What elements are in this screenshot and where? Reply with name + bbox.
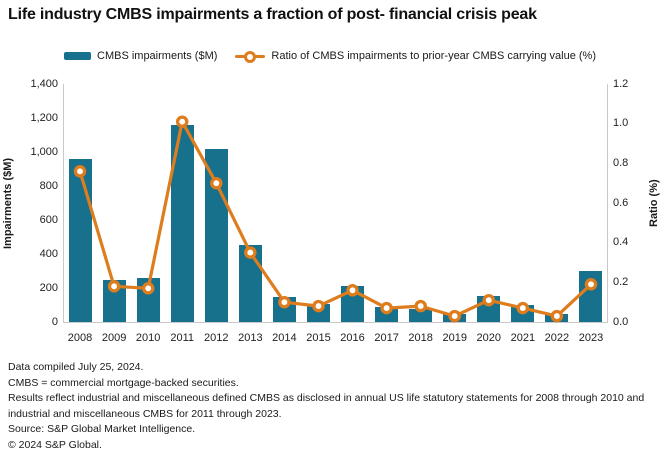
x-axis-tick-label: 2018 — [408, 332, 433, 344]
line-marker-2015 — [312, 299, 325, 313]
left-axis-tick-label: 1,200 — [30, 111, 58, 124]
line-marker-2013 — [244, 246, 257, 259]
x-axis-tick-label: 2021 — [510, 332, 536, 344]
x-axis-tick-label: 2019 — [442, 332, 467, 344]
legend-label-impairments: CMBS impairments ($M) — [97, 50, 218, 62]
line-marker-2008 — [73, 165, 87, 178]
left-axis-tick-label: 1,000 — [30, 145, 58, 158]
footnote-cmbs-definition: CMBS = commercial mortgage-backed securi… — [8, 376, 239, 389]
right-axis-tick-label: 1.2 — [613, 77, 629, 90]
legend-item-ratio: Ratio of CMBS impairments to prior-year … — [235, 50, 596, 63]
x-axis-tick-label: 2016 — [340, 332, 365, 344]
bar-2016 — [341, 286, 365, 322]
bar-2008 — [68, 158, 92, 322]
right-axis-tick-label: 0.4 — [613, 236, 629, 249]
line-marker-2009 — [107, 280, 121, 293]
x-axis-tick-label: 2010 — [135, 332, 161, 344]
chart-title: Life industry CMBS impairments a fractio… — [8, 6, 537, 23]
x-axis-tick-label: 2023 — [578, 332, 604, 344]
line-marker-2021 — [516, 301, 530, 315]
bar-2009 — [102, 280, 126, 322]
x-axis-tick-label: 2008 — [67, 332, 93, 344]
line-marker-2019 — [448, 309, 461, 323]
left-axis-line — [63, 84, 64, 322]
x-axis-tick-label: 2017 — [374, 332, 399, 344]
line-marker-2016 — [346, 284, 359, 297]
right-axis-line — [607, 84, 608, 322]
footnote-copyright: © 2024 S&P Global. — [8, 438, 102, 451]
right-axis-tick-label: 1.0 — [613, 117, 629, 130]
left-axis-tick-label: 200 — [39, 281, 58, 294]
chart-area: Impairments ($M) Ratio (%) 1,400 1,200 1,0… — [0, 72, 660, 352]
left-axis-tick-label: 1,400 — [30, 77, 58, 90]
bar-2011 — [170, 124, 194, 322]
ratio-line — [78, 120, 593, 318]
x-axis-tick-label: 2014 — [272, 332, 297, 344]
right-axis-tick-label: 0.6 — [613, 196, 629, 209]
line-series — [73, 115, 598, 323]
bar-2013 — [238, 244, 262, 322]
left-axis-tick-label: 800 — [39, 179, 58, 192]
line-marker-2020 — [482, 293, 496, 307]
line-marker-2017 — [380, 301, 393, 315]
line-marker-2010 — [141, 282, 155, 295]
right-axis-tick-label: 0.8 — [613, 156, 629, 169]
x-axis-tick-label: 2022 — [544, 332, 570, 344]
footnotes: Data compiled July 25, 2024. CMBS = comm… — [8, 360, 656, 454]
bar-series-swatch-icon — [64, 52, 91, 60]
footnote-results: Results reflect industrial and miscellan… — [8, 392, 645, 420]
x-axis-tick-label: 2015 — [306, 332, 331, 344]
x-axis-tick-label: 2011 — [170, 332, 195, 344]
legend-item-impairments: CMBS impairments ($M) — [64, 50, 217, 62]
x-axis-tick-label: 2009 — [101, 332, 127, 344]
line-marker-2012 — [210, 176, 223, 190]
line-marker-2014 — [278, 295, 291, 309]
footnote-compiled: Data compiled July 25, 2024. — [8, 361, 144, 373]
footnote-source: Source: S&P Global Market Intelligence. — [8, 423, 196, 436]
line-series-swatch-icon — [235, 50, 266, 63]
left-axis-tick-label: 0 — [51, 315, 58, 328]
legend: CMBS impairments ($M) Ratio of CMBS impa… — [0, 48, 660, 64]
x-axis-tick-label: 2013 — [238, 332, 263, 344]
line-marker-2018 — [414, 299, 427, 313]
x-axis-tick-label: 2020 — [476, 332, 502, 344]
line-marker-2011 — [175, 115, 189, 128]
right-axis-tick-label: 0.2 — [613, 275, 629, 288]
line-marker-2023 — [584, 278, 598, 291]
line-marker-2022 — [550, 309, 564, 323]
left-axis-tick-label: 600 — [39, 213, 58, 226]
x-axis-line — [63, 322, 608, 323]
right-axis-tick-label: 0.0 — [613, 315, 629, 328]
x-axis-tick-label: 2012 — [204, 332, 229, 344]
legend-label-ratio: Ratio of CMBS impairments to prior-year … — [271, 50, 596, 62]
bar-2018 — [409, 309, 433, 322]
left-axis-tick-label: 400 — [39, 247, 58, 260]
